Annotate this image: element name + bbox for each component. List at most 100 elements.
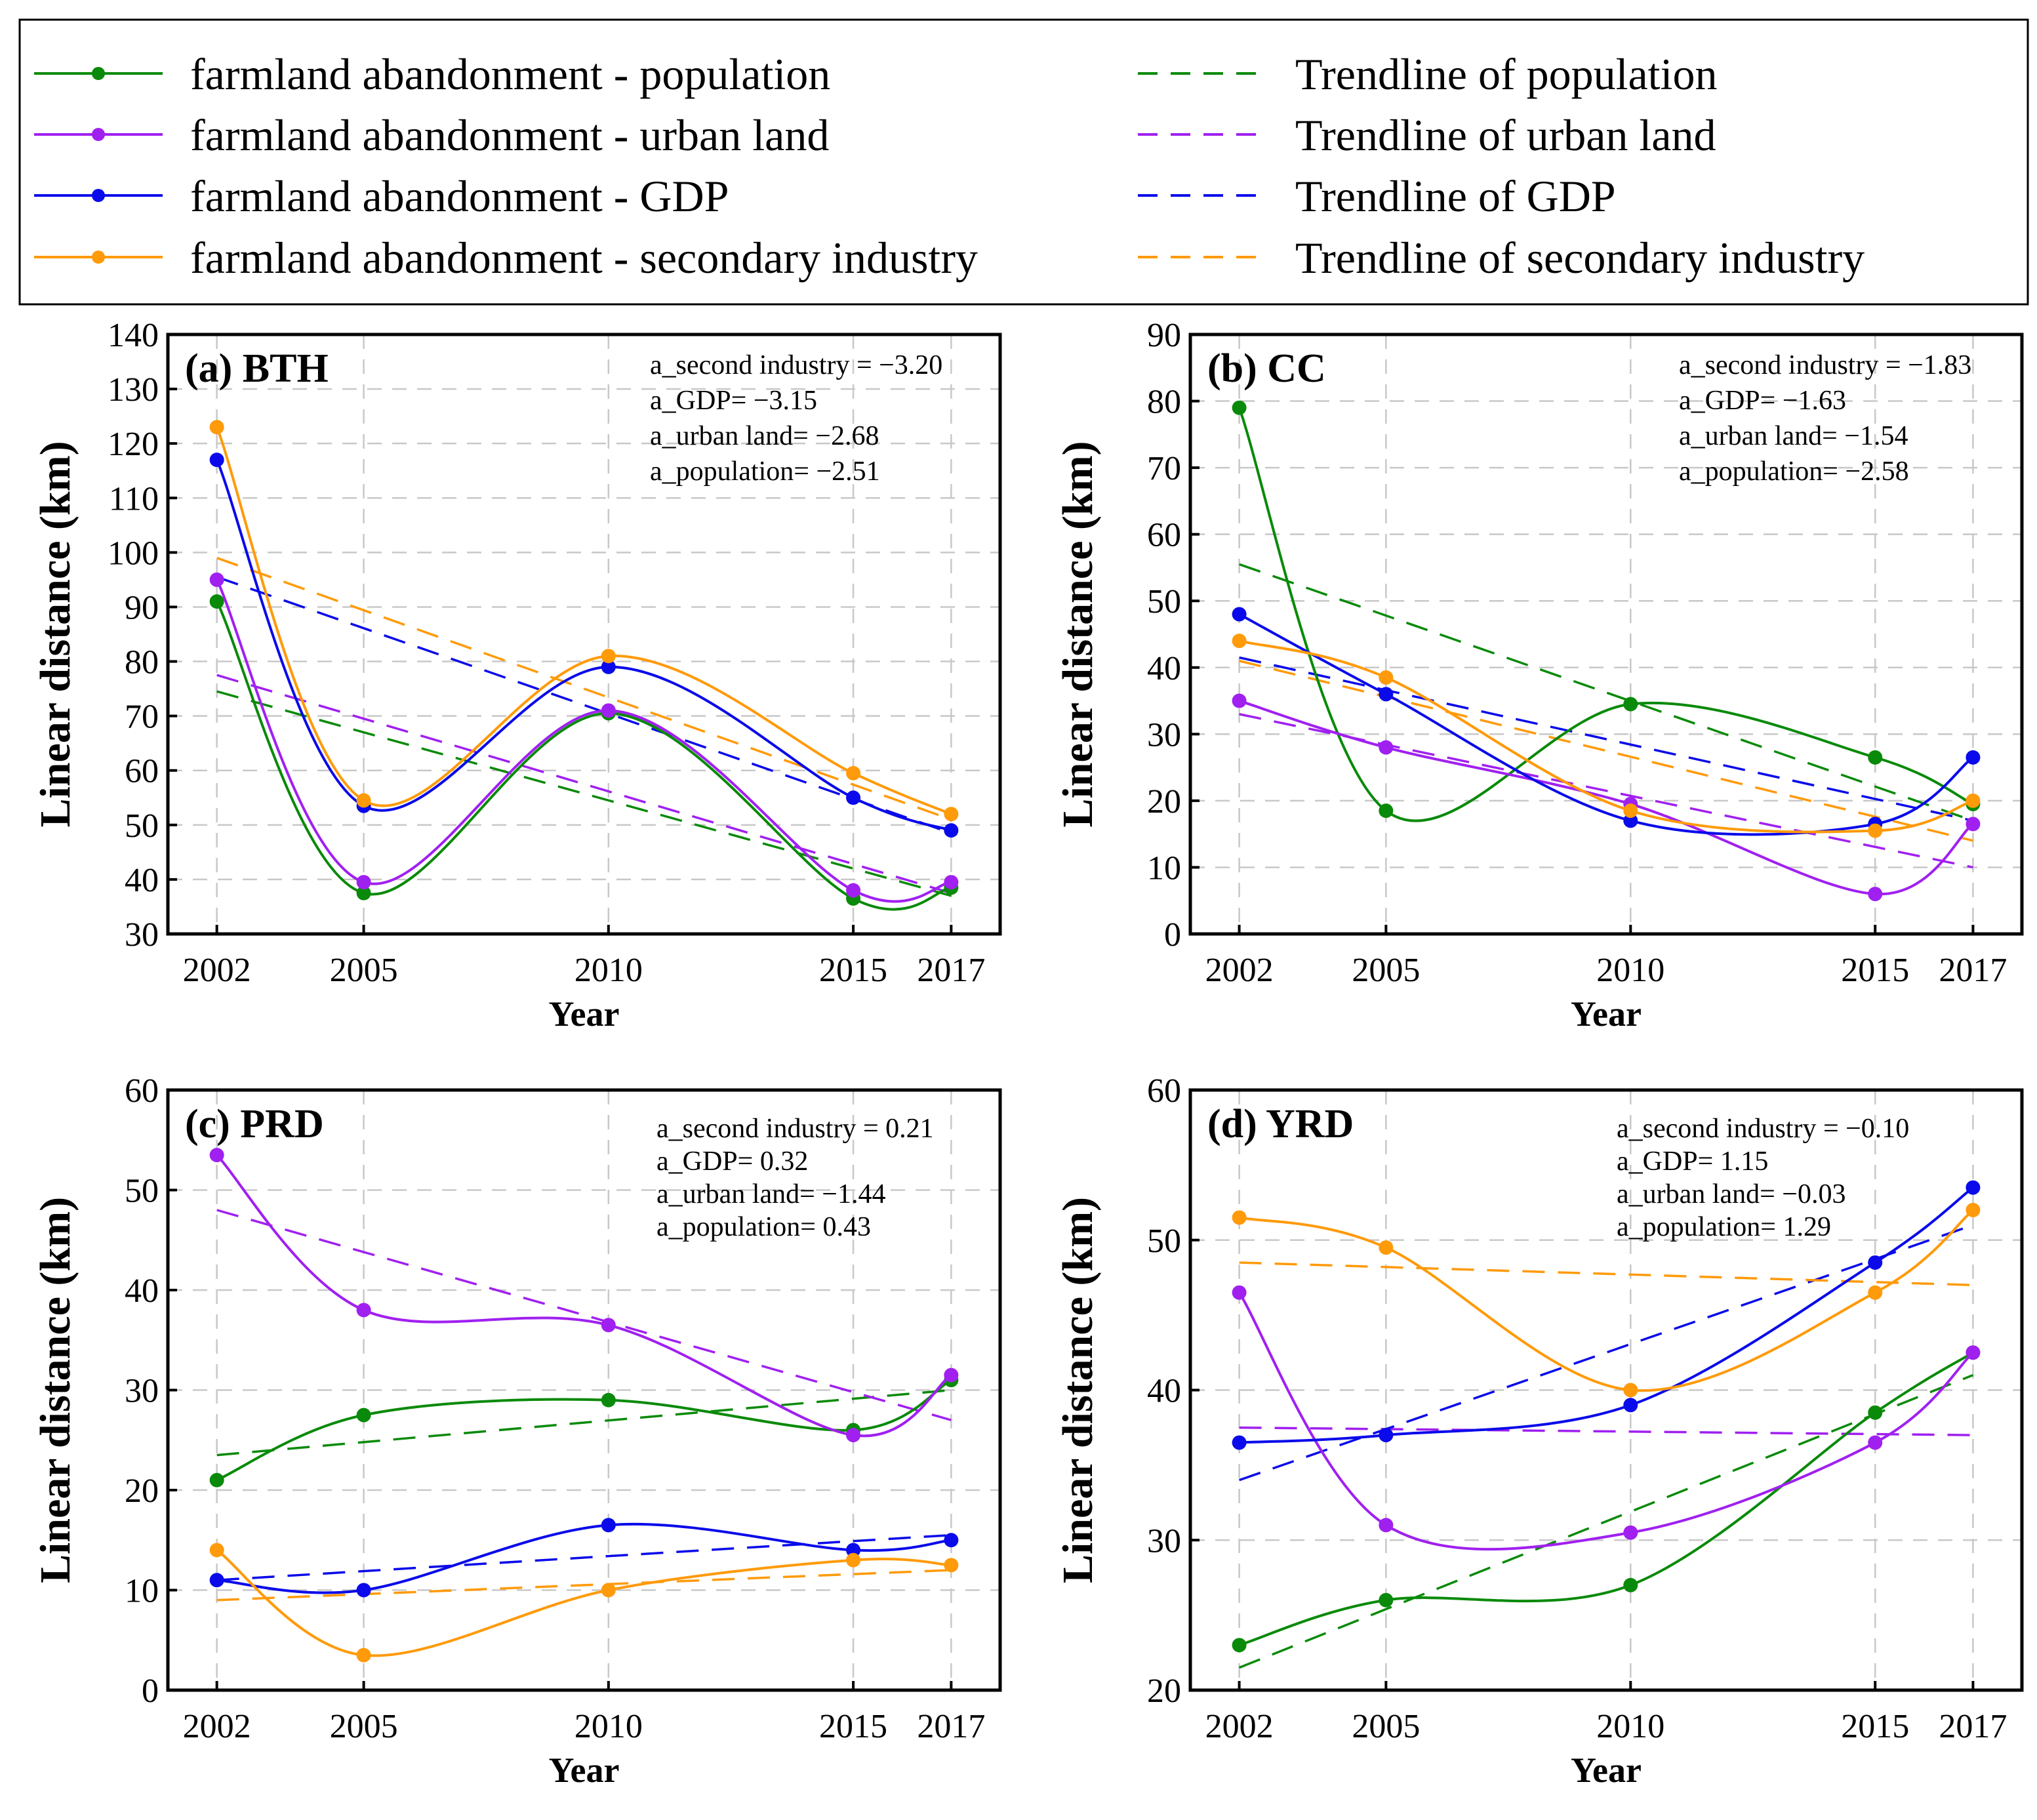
point-gdp	[1868, 1255, 1883, 1270]
point-secondary	[1623, 803, 1638, 819]
x-tick-label: 2015	[1841, 952, 1909, 989]
point-urban	[601, 703, 616, 718]
point-gdp	[1232, 1435, 1247, 1450]
x-tick-label: 2017	[1939, 1708, 2007, 1745]
series-line-gdp	[1239, 1186, 1974, 1444]
series-line-urban	[215, 579, 952, 903]
x-tick-label: 2010	[1596, 1708, 1664, 1745]
legend-label: Trendline of GDP	[1295, 171, 1616, 221]
point-population	[209, 594, 224, 609]
y-tick-label: 60	[125, 1072, 159, 1110]
y-axis-label: Linear distance (km)	[31, 1197, 79, 1583]
y-tick-label: 80	[125, 644, 159, 681]
slope-annotation: a_population= −2.58	[1679, 456, 1909, 487]
y-tick-label: 10	[125, 1573, 159, 1610]
point-secondary	[1868, 823, 1883, 838]
x-tick-label: 2015	[1841, 1708, 1909, 1745]
x-tick-label: 2015	[819, 1708, 887, 1745]
point-population	[356, 885, 371, 900]
panel-2: 0 10 20 30 40 50 60 70 80 90 2002 2005 2010 2015 2017 Y…	[1054, 317, 2024, 1034]
x-tick-label: 2005	[330, 1708, 398, 1745]
y-tick-label: 40	[1147, 1373, 1181, 1410]
point-urban	[1623, 1525, 1638, 1540]
y-tick-label: 0	[142, 1672, 159, 1710]
point-population	[1623, 1577, 1638, 1592]
point-population	[1232, 400, 1247, 415]
x-tick-label: 2002	[183, 952, 251, 989]
point-secondary	[944, 1558, 959, 1573]
trendline-population	[1238, 1373, 1974, 1669]
point-secondary	[846, 1552, 861, 1567]
slope-annotation: a_population= −2.51	[650, 456, 880, 487]
x-tick-label: 2002	[1205, 1708, 1274, 1745]
point-urban	[1868, 1435, 1883, 1450]
slope-annotation: a_second industry = −1.83	[1679, 350, 1971, 380]
y-tick-label: 30	[125, 1373, 159, 1410]
panel-title: (c) PRD	[185, 1102, 324, 1146]
legend-item-secondary-solid: farmland abandonment - secondary industr…	[34, 233, 978, 283]
y-axis-label: Linear distance (km)	[1054, 441, 1102, 827]
panel-4: 20 30 40 50 60 2002 2005 2010 2015 2017 Year Linear…	[1054, 1072, 2024, 1790]
x-tick-label: 2010	[575, 1708, 643, 1745]
panel-title: (d) YRD	[1207, 1102, 1354, 1146]
y-tick-label: 50	[1147, 1223, 1181, 1260]
x-tick-label: 2010	[1596, 952, 1664, 989]
x-tick-label: 2002	[1205, 952, 1274, 989]
point-urban	[1966, 817, 1981, 832]
point-urban	[1232, 693, 1247, 708]
point-urban	[846, 883, 861, 898]
legend-label: farmland abandonment - GDP	[190, 171, 729, 221]
legend-item-gdp-solid: farmland abandonment - GDP	[34, 171, 729, 221]
x-tick-label: 2005	[330, 952, 398, 989]
point-gdp	[944, 1533, 959, 1548]
slope-annotation: a_GDP= 1.15	[1617, 1146, 1768, 1177]
point-secondary	[1623, 1383, 1638, 1398]
trendline-population	[216, 1388, 952, 1457]
point-secondary	[356, 1648, 371, 1663]
point-urban	[1232, 1285, 1247, 1300]
legend-marker-secondary	[92, 251, 105, 264]
series-line-gdp	[215, 459, 952, 832]
legend: farmland abandonment - population farmlan…	[18, 18, 2029, 306]
y-tick-label: 40	[125, 862, 159, 899]
legend-label: farmland abandonment - secondary industr…	[190, 233, 978, 283]
y-tick-label: 10	[1147, 849, 1181, 887]
legend-item-secondary-dashed: Trendline of secondary industry	[1138, 233, 1865, 283]
series-line-urban	[1238, 699, 1974, 896]
y-axis-label: Linear distance (km)	[31, 441, 79, 827]
point-population	[1379, 1592, 1394, 1608]
trendline-population	[216, 690, 952, 897]
series-line-secondary	[216, 1548, 952, 1657]
trendline-secondary	[216, 1569, 952, 1602]
point-urban	[356, 1303, 371, 1318]
slope-annotation: a_second industry = −0.10	[1617, 1114, 1909, 1144]
point-gdp	[1966, 750, 1981, 765]
point-gdp	[209, 453, 224, 468]
y-tick-label: 70	[1147, 450, 1181, 487]
x-tick-label: 2010	[575, 952, 643, 989]
point-population	[209, 1472, 224, 1487]
point-gdp	[1966, 1180, 1981, 1195]
grid	[168, 1090, 1000, 1690]
point-urban	[601, 1318, 616, 1333]
point-gdp	[846, 1543, 861, 1558]
y-tick-label: 80	[1147, 384, 1181, 421]
panel-3: 0 10 20 30 40 50 60 2002 2005 2010 2015 2017 Year Lin…	[31, 1072, 1002, 1790]
legend-marker-urban	[92, 128, 105, 141]
y-tick-label: 140	[108, 317, 159, 354]
trendline-urban	[216, 1209, 952, 1421]
point-gdp	[356, 1583, 371, 1598]
legend-item-gdp-dashed: Trendline of GDP	[1138, 171, 1616, 221]
y-tick-label: 40	[125, 1272, 159, 1310]
point-urban	[1379, 1518, 1394, 1533]
x-tick-label: 2017	[917, 952, 985, 989]
panel-1: 30 40 50 60 70 80 90 100 110 120 130 140 2002 2005 201…	[31, 317, 1002, 1034]
x-tick-label: 2002	[183, 1708, 251, 1745]
point-population	[1379, 803, 1394, 819]
trendline-population	[1239, 563, 1973, 822]
point-secondary	[1379, 670, 1394, 685]
x-axis-label: Year	[1571, 1750, 1642, 1790]
point-gdp	[1379, 1428, 1394, 1443]
slope-annotation: a_GDP= −3.15	[650, 386, 817, 416]
y-tick-label: 120	[108, 426, 159, 463]
